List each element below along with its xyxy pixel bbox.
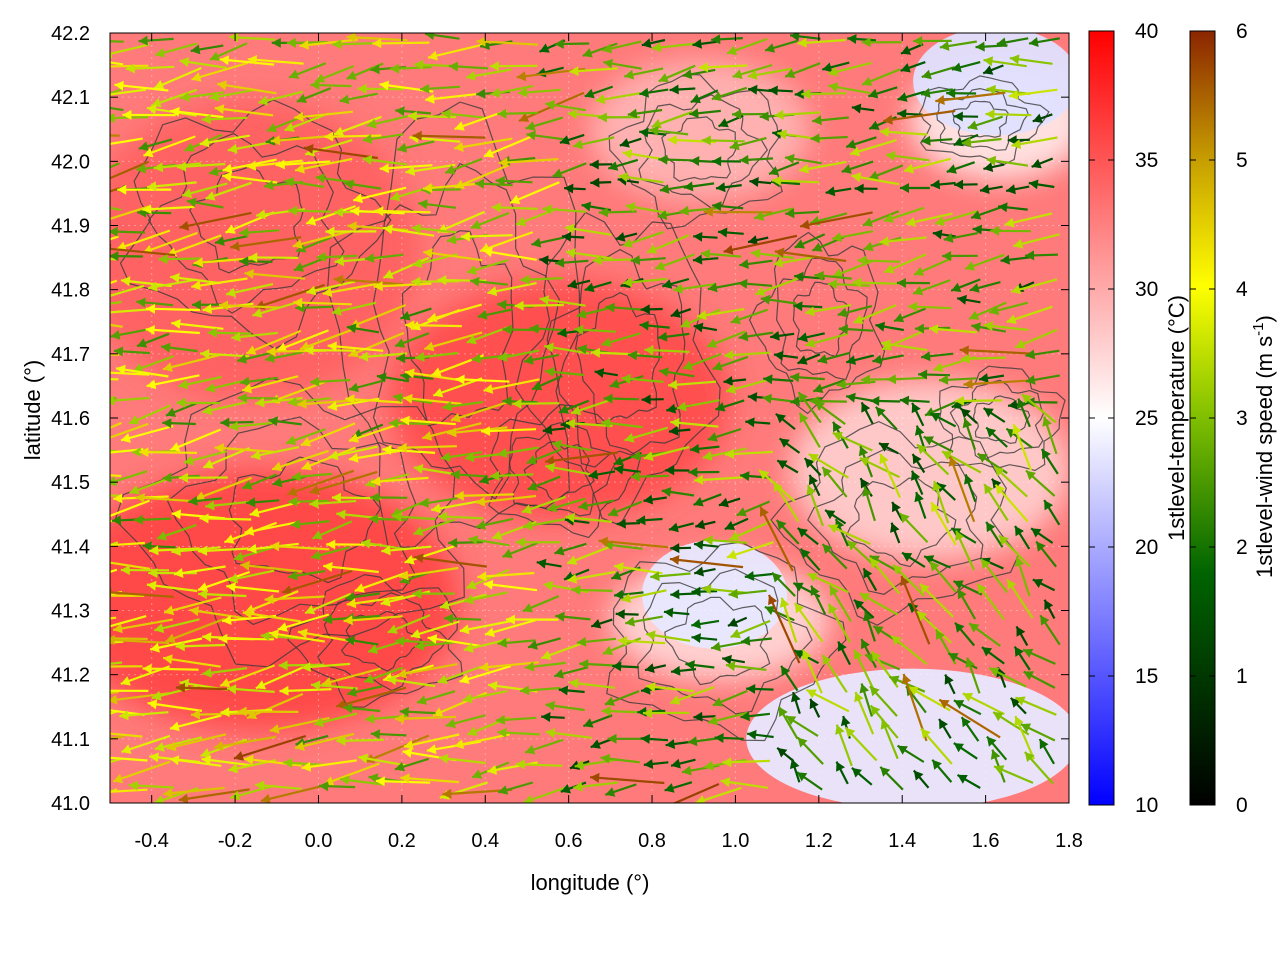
colorbar-tick-label: 20: [1135, 536, 1158, 559]
wind-vector-head: [90, 141, 100, 151]
wind-label-superscript: -1: [1250, 323, 1267, 336]
wind-label-close: ): [1252, 315, 1277, 322]
wind-vector-head: [86, 591, 95, 601]
y-tick-label: 41.7: [51, 344, 90, 366]
y-axis-label: latitude (°): [20, 360, 45, 461]
colorbar-tick-label: 3: [1236, 407, 1248, 430]
y-tick-label: 42.2: [51, 23, 90, 45]
wind-vector-head: [64, 314, 74, 324]
wind-vector-head: [92, 217, 102, 227]
wind-vector-head: [95, 90, 105, 100]
colorbar-tick-label: 35: [1135, 149, 1158, 172]
colorbar-tick-label: 15: [1135, 665, 1158, 688]
wind-vector-shaft: [66, 570, 117, 586]
y-tick-label: 42.0: [51, 151, 90, 173]
colorbar-tick-label: 4: [1236, 278, 1248, 301]
cool-region-cool-pocket-central: [642, 540, 787, 648]
y-tick-label: 41.0: [51, 793, 90, 815]
y-tick-label: 41.8: [51, 280, 90, 302]
wind-vector-head: [76, 764, 86, 774]
wind-vector-head: [71, 53, 81, 63]
wind-vector-shaft: [51, 134, 120, 135]
colorbar-tick-label: 2: [1236, 536, 1248, 559]
wind-vector-head: [68, 720, 78, 730]
wind-vector-head: [95, 752, 104, 762]
colorbar-tick-label: 40: [1135, 20, 1158, 43]
wind-vector-shaft: [85, 41, 124, 42]
y-tick-label: 42.1: [51, 87, 90, 109]
colorbar-tick-label: 5: [1236, 149, 1248, 172]
wind-vector-head: [72, 441, 82, 451]
wind-vector-shaft: [704, 212, 773, 213]
colorbar-tick-label: 10: [1135, 794, 1158, 817]
x-tick-label: 1.6: [972, 830, 1000, 852]
colorbar-tick-label: 6: [1236, 20, 1248, 43]
x-tick-label: -0.4: [134, 830, 168, 852]
temperature-colorbar-label: 1stlevel-temperature (°C): [1164, 295, 1189, 541]
wind-vector-shaft: [51, 188, 120, 213]
y-tick-label: 41.4: [51, 536, 90, 558]
mild-zone-east: [790, 380, 1070, 560]
wind-vector-head: [68, 246, 78, 256]
wind-vector-head: [82, 182, 92, 191]
wind-vector-head: [650, 806, 660, 815]
wind-vector-head: [90, 704, 100, 714]
wind-vector-head: [51, 205, 61, 214]
wind-label-main: 1stlevel-wind speed (m s: [1252, 336, 1277, 578]
x-tick-label: 1.2: [805, 830, 833, 852]
colorbar-tick-label: 25: [1135, 407, 1158, 430]
x-tick-label: 1.8: [1055, 830, 1083, 852]
wind-vector-head: [95, 686, 104, 696]
wind-vector-head: [51, 130, 60, 140]
x-tick-label: 0.0: [305, 830, 333, 852]
wind-vector-head: [67, 373, 76, 383]
x-tick-label: -0.2: [218, 830, 252, 852]
y-tick-label: 41.3: [51, 601, 90, 623]
y-tick-label: 41.2: [51, 665, 90, 687]
y-tick-label: 41.9: [51, 216, 90, 238]
wind-vector-head: [77, 398, 87, 408]
wind-vector-shaft: [86, 638, 148, 639]
wind-vector-head: [97, 292, 107, 302]
wind-vector-head: [98, 308, 107, 318]
x-tick-label: 0.4: [471, 830, 499, 852]
y-tick-label: 41.6: [51, 408, 90, 430]
wind-vector-head: [99, 512, 109, 521]
wind-vector-head: [89, 541, 98, 551]
x-tick-label: 0.2: [388, 830, 416, 852]
wind-vector-head: [78, 302, 88, 312]
wind-vector-shaft: [68, 257, 117, 260]
wind-vector-head: [72, 640, 81, 650]
x-axis-label: longitude (°): [531, 870, 650, 895]
wind-vector-head: [86, 633, 95, 643]
wind-vector-head: [79, 199, 89, 209]
x-tick-label: 1.4: [888, 830, 916, 852]
wind-vector-head: [91, 787, 100, 797]
wind-vector-shaft: [58, 692, 118, 697]
y-tick-label: 41.1: [51, 729, 90, 751]
x-tick-label: 1.0: [722, 830, 750, 852]
colorbar-tick-label: 1: [1236, 665, 1248, 688]
x-tick-label: 0.8: [638, 830, 666, 852]
colorbar-tick-label: 30: [1135, 278, 1158, 301]
wind-vector-head: [66, 578, 76, 588]
wind-vector-head: [92, 436, 102, 446]
wind-vector-head: [68, 438, 78, 447]
wind-vector-shaft: [90, 66, 148, 67]
y-tick-label: 41.5: [51, 472, 90, 494]
wind-vector-head: [92, 556, 102, 566]
wind-vector-head: [96, 623, 106, 633]
wind-vector-head: [94, 367, 103, 377]
colorbar-tick-label: 0: [1236, 794, 1248, 817]
x-tick-label: 0.6: [555, 830, 583, 852]
wind-vector-head: [90, 62, 99, 72]
wind-vector-head: [90, 449, 100, 459]
wind-vector-head: [58, 691, 67, 701]
wind-speed-colorbar-label: 1stlevel-wind speed (m s-1): [1250, 315, 1277, 578]
wind-vector-head: [68, 252, 77, 262]
wind-vector-head: [69, 515, 78, 525]
